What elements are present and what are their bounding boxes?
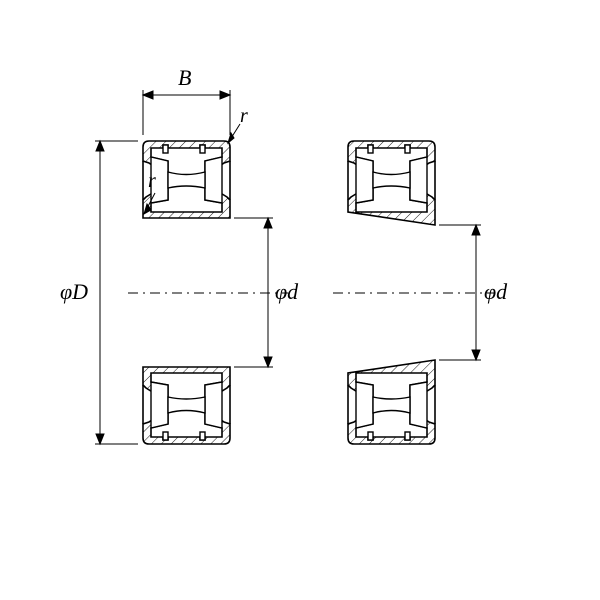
bearing-2-lower (348, 360, 435, 444)
label-B: B (178, 65, 191, 91)
bearing-2-upper (348, 141, 435, 225)
dim-B (143, 90, 230, 135)
label-phid-1: φd (275, 279, 298, 305)
bearing-1-lower (143, 367, 230, 444)
label-r-top: r (240, 105, 248, 128)
bearing-1-upper (143, 141, 230, 218)
diagram-canvas: B r r φD φd φd (0, 0, 600, 600)
label-r-left: r (148, 170, 156, 193)
bearing-1 (95, 90, 288, 444)
label-phiD: φD (60, 279, 88, 305)
bearing-diagram (0, 0, 600, 600)
bearing-2 (333, 141, 495, 444)
label-phid-2: φd (484, 279, 507, 305)
